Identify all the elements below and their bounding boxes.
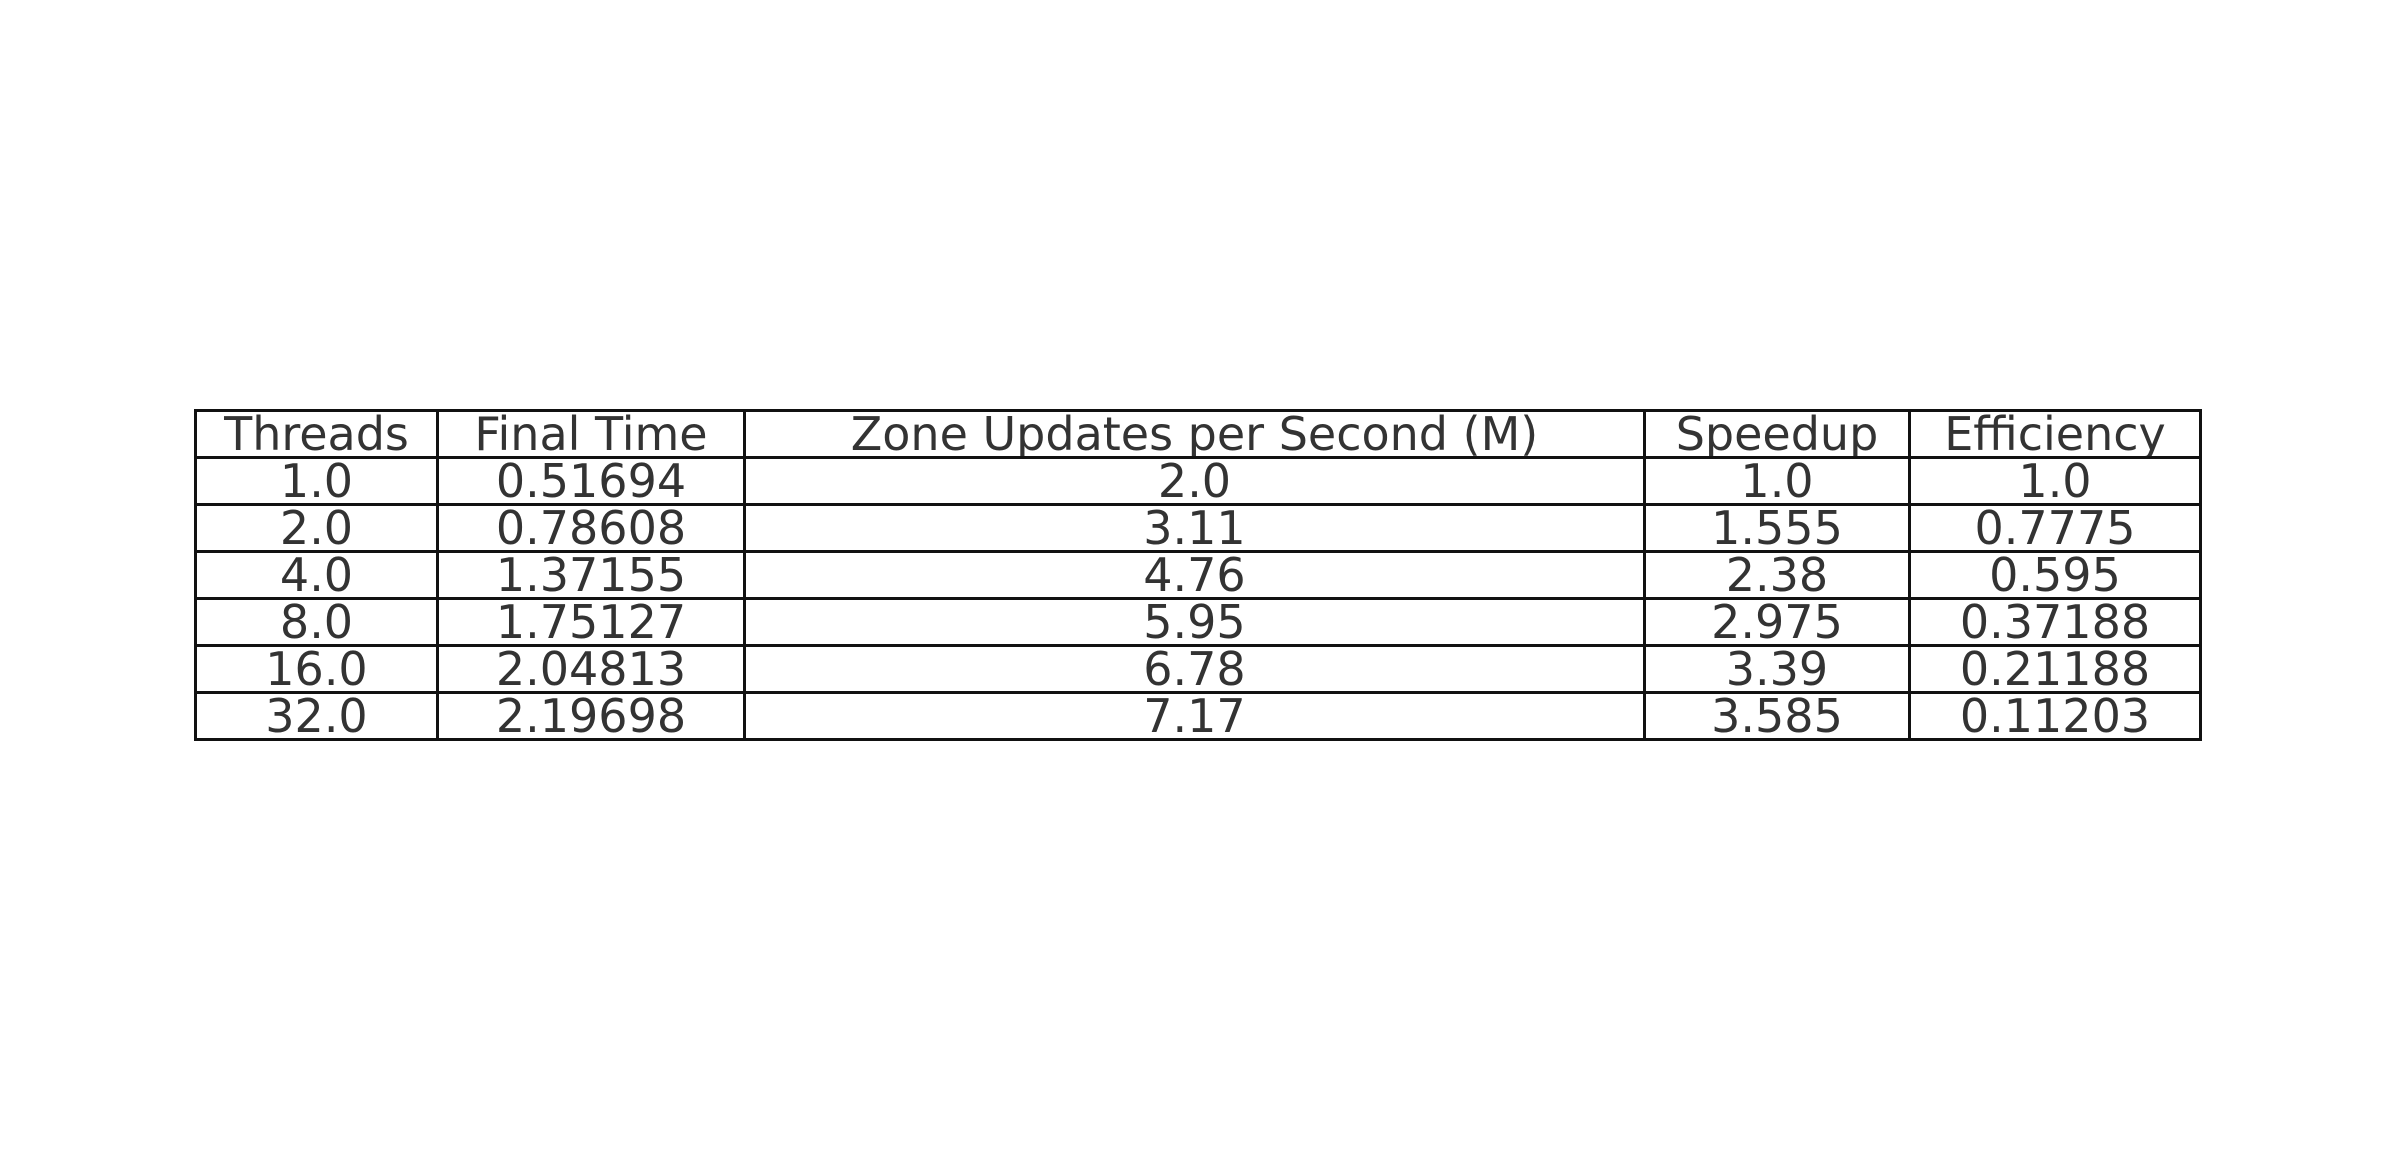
cell-efficiency: 1.0 <box>1908 456 2202 506</box>
cell-zone-updates: 3.11 <box>743 503 1646 553</box>
cell-efficiency: 0.37188 <box>1908 597 2202 647</box>
cell-efficiency: 0.7775 <box>1908 503 2202 553</box>
cell-final-time: 1.37155 <box>436 550 746 600</box>
cell-efficiency: 0.11203 <box>1908 691 2202 741</box>
header-speedup: Speedup <box>1643 409 1911 459</box>
table-header: Threads Final Time Zone Updates per Seco… <box>194 409 2202 459</box>
table-body: 1.0 0.51694 2.0 1.0 1.0 2.0 0.78608 3.11… <box>194 456 2202 741</box>
header-zone-updates: Zone Updates per Second (M) <box>743 409 1646 459</box>
table-row: 4.0 1.37155 4.76 2.38 0.595 <box>194 550 2202 600</box>
cell-threads: 1.0 <box>194 456 439 506</box>
cell-final-time: 2.04813 <box>436 644 746 694</box>
cell-speedup: 1.0 <box>1643 456 1911 506</box>
cell-zone-updates: 6.78 <box>743 644 1646 694</box>
cell-final-time: 1.75127 <box>436 597 746 647</box>
cell-final-time: 0.51694 <box>436 456 746 506</box>
table-row: 8.0 1.75127 5.95 2.975 0.37188 <box>194 597 2202 647</box>
cell-efficiency: 0.595 <box>1908 550 2202 600</box>
cell-threads: 4.0 <box>194 550 439 600</box>
header-efficiency: Efficiency <box>1908 409 2202 459</box>
header-threads: Threads <box>194 409 439 459</box>
table-row: 16.0 2.04813 6.78 3.39 0.21188 <box>194 644 2202 694</box>
cell-threads: 32.0 <box>194 691 439 741</box>
cell-speedup: 3.585 <box>1643 691 1911 741</box>
cell-final-time: 0.78608 <box>436 503 746 553</box>
results-table-container: Threads Final Time Zone Updates per Seco… <box>194 409 2202 741</box>
table-row: 32.0 2.19698 7.17 3.585 0.11203 <box>194 691 2202 741</box>
header-final-time: Final Time <box>436 409 746 459</box>
cell-zone-updates: 5.95 <box>743 597 1646 647</box>
cell-speedup: 3.39 <box>1643 644 1911 694</box>
cell-final-time: 2.19698 <box>436 691 746 741</box>
table-row: 2.0 0.78608 3.11 1.555 0.7775 <box>194 503 2202 553</box>
table-row: 1.0 0.51694 2.0 1.0 1.0 <box>194 456 2202 506</box>
results-table: Threads Final Time Zone Updates per Seco… <box>194 409 2202 741</box>
cell-zone-updates: 4.76 <box>743 550 1646 600</box>
cell-efficiency: 0.21188 <box>1908 644 2202 694</box>
cell-speedup: 2.975 <box>1643 597 1911 647</box>
cell-speedup: 1.555 <box>1643 503 1911 553</box>
header-row: Threads Final Time Zone Updates per Seco… <box>194 409 2202 459</box>
cell-threads: 2.0 <box>194 503 439 553</box>
cell-zone-updates: 2.0 <box>743 456 1646 506</box>
cell-zone-updates: 7.17 <box>743 691 1646 741</box>
cell-speedup: 2.38 <box>1643 550 1911 600</box>
cell-threads: 16.0 <box>194 644 439 694</box>
cell-threads: 8.0 <box>194 597 439 647</box>
